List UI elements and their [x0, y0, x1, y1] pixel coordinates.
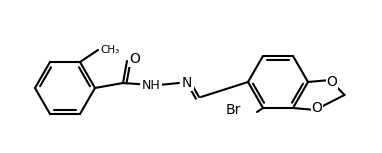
Text: Br: Br — [226, 103, 241, 117]
Text: O: O — [129, 52, 140, 66]
Text: CH₃: CH₃ — [100, 45, 119, 55]
Text: O: O — [327, 75, 337, 89]
Text: O: O — [312, 101, 322, 115]
Text: NH: NH — [142, 78, 160, 91]
Text: N: N — [182, 76, 192, 90]
